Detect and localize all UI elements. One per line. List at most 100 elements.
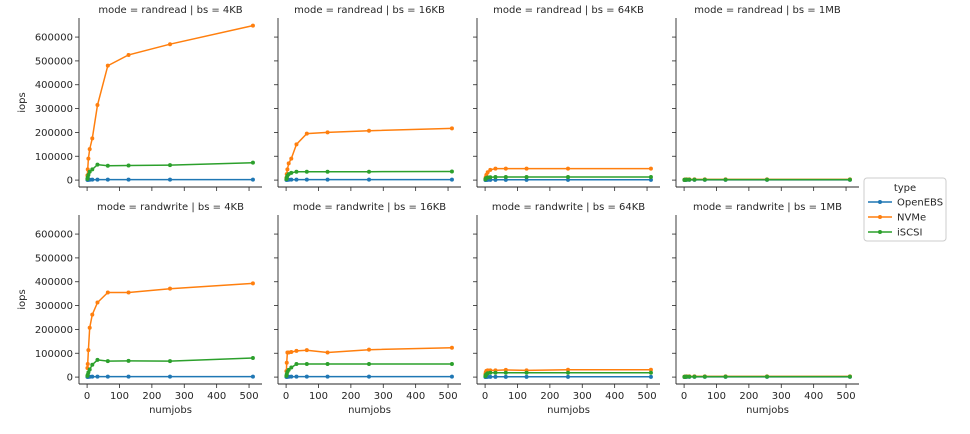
x-tick-label: 0 bbox=[283, 391, 289, 402]
data-point-nvme bbox=[305, 348, 309, 352]
data-point-iscsi bbox=[450, 170, 454, 174]
data-point-iscsi bbox=[326, 362, 330, 366]
data-point-openebs bbox=[488, 375, 492, 379]
x-tick-label: 400 bbox=[605, 391, 624, 402]
x-tick-label: 200 bbox=[341, 391, 360, 402]
legend-entry: OpenEBS bbox=[897, 198, 943, 209]
data-point-openebs bbox=[289, 178, 293, 182]
data-point-nvme bbox=[106, 290, 110, 294]
data-point-iscsi bbox=[367, 362, 371, 366]
y-tick-label: 600000 bbox=[35, 230, 73, 241]
data-point-iscsi bbox=[687, 178, 691, 182]
data-point-nvme bbox=[251, 24, 255, 28]
data-point-nvme bbox=[289, 157, 293, 161]
data-point-openebs bbox=[367, 178, 371, 182]
facet-panel: mode = randread | bs = 64KB bbox=[473, 5, 660, 191]
data-point-openebs bbox=[493, 375, 497, 379]
series-line-nvme bbox=[87, 283, 253, 368]
y-tick-label: 500000 bbox=[35, 56, 73, 67]
data-point-iscsi bbox=[765, 375, 769, 379]
data-point-nvme bbox=[285, 361, 289, 365]
data-point-nvme bbox=[95, 103, 99, 107]
x-tick-label: 200 bbox=[142, 391, 161, 402]
data-point-iscsi bbox=[294, 362, 298, 366]
data-point-iscsi bbox=[724, 178, 728, 182]
data-point-iscsi bbox=[294, 170, 298, 174]
data-point-iscsi bbox=[493, 175, 497, 179]
data-point-iscsi bbox=[305, 362, 309, 366]
y-tick-label: 200000 bbox=[35, 325, 73, 336]
data-point-iscsi bbox=[106, 359, 110, 363]
data-point-iscsi bbox=[106, 164, 110, 168]
data-point-nvme bbox=[367, 348, 371, 352]
data-point-openebs bbox=[649, 375, 653, 379]
data-point-openebs bbox=[504, 375, 508, 379]
data-point-nvme bbox=[326, 351, 330, 355]
data-point-iscsi bbox=[649, 175, 653, 179]
legend-title: type bbox=[894, 183, 916, 194]
data-point-iscsi bbox=[703, 178, 707, 182]
x-tick-label: 400 bbox=[804, 391, 823, 402]
x-tick-label: 300 bbox=[772, 391, 791, 402]
data-point-iscsi bbox=[703, 375, 707, 379]
data-point-nvme bbox=[493, 167, 497, 171]
data-point-iscsi bbox=[488, 371, 492, 375]
data-point-iscsi bbox=[305, 170, 309, 174]
data-point-nvme bbox=[287, 161, 291, 165]
facet-panel: mode = randread | bs = 4KB01000002000003… bbox=[17, 5, 262, 191]
panel-title: mode = randwrite | bs = 64KB bbox=[492, 202, 645, 213]
data-point-openebs bbox=[294, 178, 298, 182]
data-point-iscsi bbox=[289, 366, 293, 370]
data-point-nvme bbox=[525, 167, 529, 171]
data-point-openebs bbox=[95, 178, 99, 182]
data-point-openebs bbox=[566, 375, 570, 379]
y-tick-label: 500000 bbox=[35, 253, 73, 264]
data-point-iscsi bbox=[88, 367, 92, 371]
data-point-nvme bbox=[289, 350, 293, 354]
data-point-iscsi bbox=[765, 178, 769, 182]
panel-title: mode = randread | bs = 16KB bbox=[294, 5, 445, 16]
data-point-openebs bbox=[95, 375, 99, 379]
x-tick-label: 0 bbox=[84, 391, 90, 402]
data-point-nvme bbox=[90, 136, 94, 140]
data-point-nvme bbox=[127, 53, 131, 57]
data-point-iscsi bbox=[848, 178, 852, 182]
data-point-openebs bbox=[305, 178, 309, 182]
data-point-nvme bbox=[367, 129, 371, 133]
data-point-nvme bbox=[106, 64, 110, 68]
x-tick-label: 200 bbox=[540, 391, 559, 402]
data-point-nvme bbox=[86, 362, 90, 366]
data-point-openebs bbox=[127, 375, 131, 379]
panel-title: mode = randread | bs = 4KB bbox=[98, 5, 242, 16]
data-point-nvme bbox=[88, 147, 92, 151]
data-point-nvme bbox=[566, 167, 570, 171]
data-point-openebs bbox=[106, 375, 110, 379]
x-tick-label: 0 bbox=[482, 391, 488, 402]
y-tick-label: 100000 bbox=[35, 349, 73, 360]
data-point-iscsi bbox=[127, 164, 131, 168]
data-point-nvme bbox=[305, 132, 309, 136]
x-tick-label: 400 bbox=[406, 391, 425, 402]
data-point-nvme bbox=[649, 167, 653, 171]
data-point-iscsi bbox=[90, 167, 94, 171]
data-point-openebs bbox=[168, 178, 172, 182]
data-point-nvme bbox=[294, 142, 298, 146]
y-tick-label: 200000 bbox=[35, 128, 73, 139]
x-tick-label: 100 bbox=[508, 391, 527, 402]
data-point-openebs bbox=[525, 375, 529, 379]
legend-swatch-marker bbox=[878, 215, 882, 219]
data-point-nvme bbox=[450, 126, 454, 130]
data-point-nvme bbox=[450, 346, 454, 350]
data-point-iscsi bbox=[724, 375, 728, 379]
y-tick-label: 600000 bbox=[35, 33, 73, 44]
data-point-openebs bbox=[90, 375, 94, 379]
data-point-openebs bbox=[305, 375, 309, 379]
y-tick-label: 0 bbox=[67, 373, 73, 384]
data-point-openebs bbox=[106, 178, 110, 182]
x-tick-label: 300 bbox=[573, 391, 592, 402]
data-point-iscsi bbox=[168, 163, 172, 167]
data-point-iscsi bbox=[566, 175, 570, 179]
data-point-iscsi bbox=[848, 375, 852, 379]
series-line-nvme bbox=[87, 26, 253, 176]
